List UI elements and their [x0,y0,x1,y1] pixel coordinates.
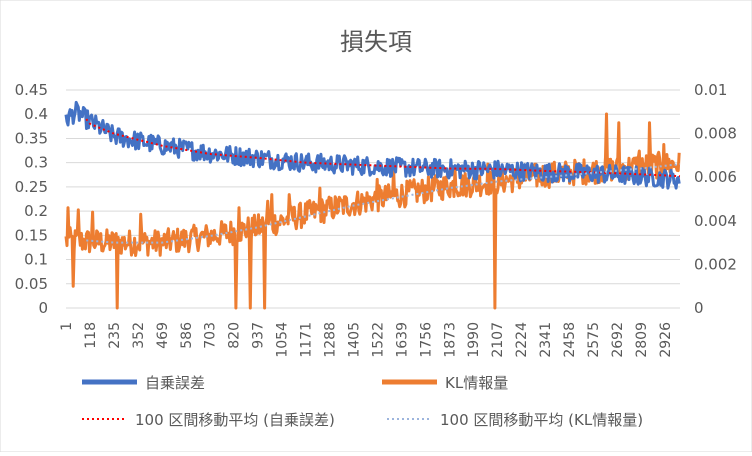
y-left-tick-label: 0 [38,299,48,317]
y-left-tick-label: 0.45 [15,81,48,99]
legend-entry: 100 区間移動平均 (自乗誤差) [82,411,335,429]
x-tick-label: 1 [59,322,75,331]
legend-label: 100 区間移動平均 (KL情報量) [440,411,643,429]
y-right-tick-label: 0.01 [694,81,727,99]
x-tick-label: 2692 [610,322,626,358]
y-left-tick-label: 0.2 [24,202,48,220]
y-right-tick-label: 0 [694,299,704,317]
x-tick-label: 1873 [442,322,458,358]
x-tick-label: 2341 [538,322,554,358]
x-tick-label: 2458 [562,322,578,358]
moving-average-line-kl-divergence [86,163,681,244]
legend-entry: 100 区間移動平均 (KL情報量) [387,411,643,429]
x-tick-label: 469 [155,322,171,349]
y-left-tick-label: 0.1 [24,251,48,269]
x-tick-label: 1990 [466,322,482,358]
x-tick-label: 235 [107,322,123,349]
y-axis-left: 0 0.05 0.1 0.15 0.2 0.25 0.3 0.35 0.4 0.45 [15,81,48,317]
x-tick-label: 2926 [658,322,674,358]
y-axis-right: 0 0.002 0.004 0.006 0.008 0.01 [694,81,737,317]
x-tick-label: 2224 [514,322,530,358]
y-left-tick-label: 0.15 [15,226,48,244]
y-right-tick-label: 0.008 [694,125,737,143]
x-tick-label: 1054 [275,322,291,358]
x-tick-label: 1639 [394,322,410,358]
x-tick-label: 118 [83,322,99,349]
x-tick-label: 1522 [370,322,386,358]
x-tick-label: 586 [179,322,195,349]
y-right-tick-label: 0.002 [694,255,737,273]
x-tick-label: 352 [131,322,147,349]
y-left-tick-label: 0.4 [24,105,48,123]
moving-average-line-squared-error [85,118,681,178]
legend-label: KL情報量 [445,374,508,392]
y-left-tick-label: 0.3 [24,154,48,172]
x-tick-label: 1171 [299,322,315,358]
x-tick-label: 2809 [634,322,650,358]
x-axis: 1 118 235 352 469 586 703 820 937 1054 1171 1288 140… [59,322,674,358]
series-area [64,100,681,310]
y-left-tick-label: 0.25 [15,178,48,196]
y-left-tick-label: 0.35 [15,129,48,147]
x-tick-label: 2575 [586,322,602,358]
x-tick-label: 820 [227,322,243,349]
x-tick-label: 1288 [322,322,338,358]
legend-label: 100 区間移動平均 (自乗誤差) [135,411,335,429]
x-tick-label: 703 [203,322,219,349]
legend-entry: 自乗誤差 [82,374,205,392]
legend-entry: KL情報量 [382,374,508,392]
y-right-tick-label: 0.004 [694,212,737,230]
chart-title: 損失項 [340,28,412,56]
y-right-tick-label: 0.006 [694,168,737,186]
x-tick-label: 937 [251,322,267,349]
legend-label: 自乗誤差 [145,374,205,392]
series-line-squared-error [64,100,681,190]
legend: 自乗誤差 KL情報量 100 区間移動平均 (自乗誤差) 100 区間移動平均 (KL… [82,374,643,429]
x-tick-label: 2107 [490,322,506,358]
x-tick-label: 1756 [418,322,434,358]
y-left-tick-label: 0.05 [15,275,48,293]
x-tick-label: 1405 [346,322,362,358]
